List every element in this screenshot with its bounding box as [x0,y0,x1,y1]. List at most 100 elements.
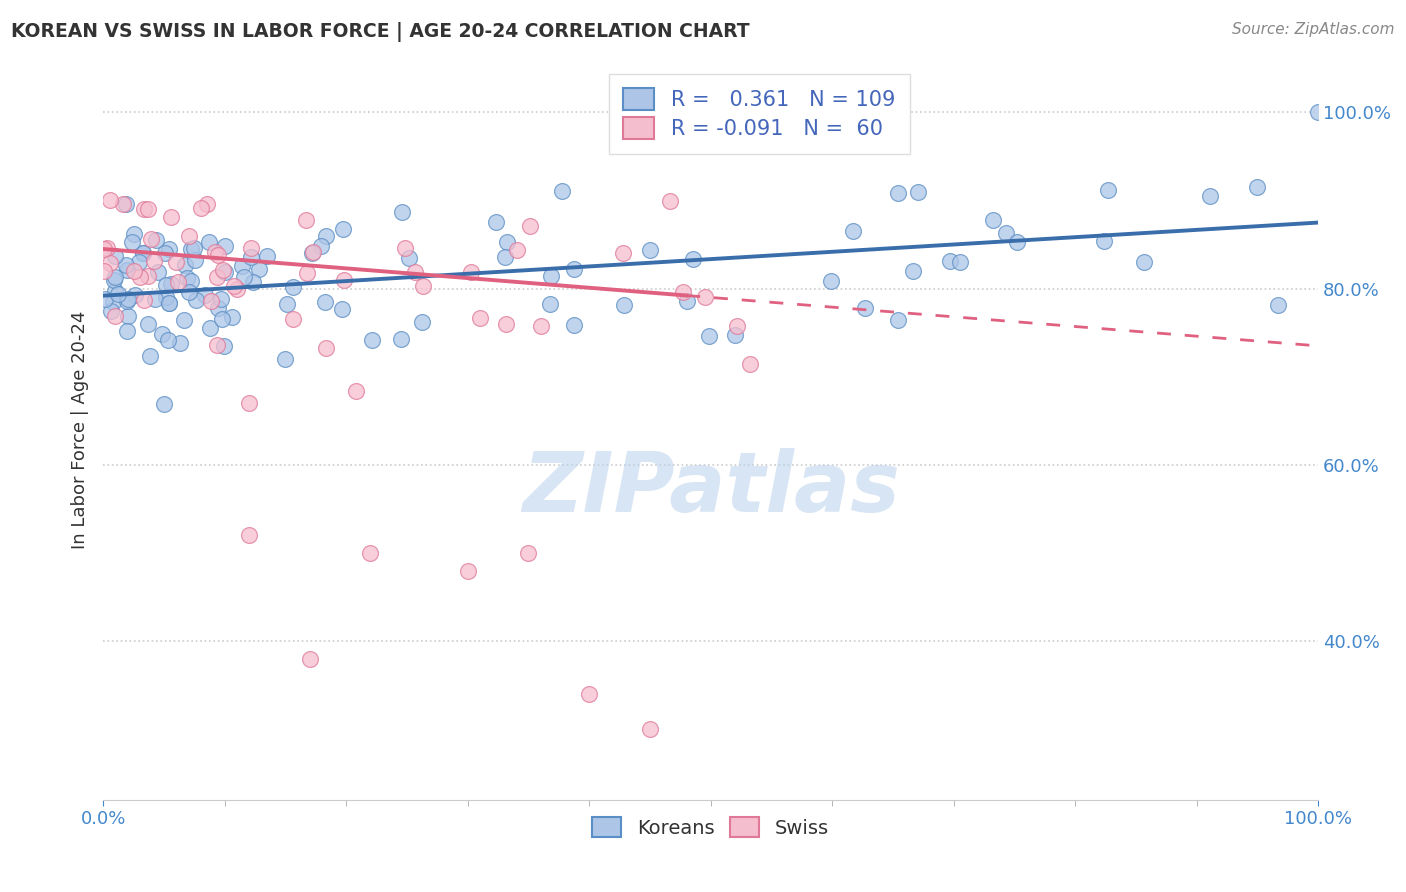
Point [128,255,150,269]
Point [274,351,297,366]
Point [394,241,416,255]
Point [495,317,517,331]
Point [150,327,173,342]
Point [901,264,924,278]
Point [738,357,761,371]
Point [184,293,207,307]
Y-axis label: In Labor Force | Age 20-24: In Labor Force | Age 20-24 [72,310,89,549]
Point [675,294,697,309]
Point [183,241,205,255]
Point [1308,105,1330,120]
Point [658,194,681,209]
Point [145,233,167,247]
Point [404,265,426,279]
Point [309,239,332,253]
Point [723,328,745,343]
Point [672,285,695,299]
Point [117,292,139,306]
Point [1094,235,1116,249]
Point [295,212,318,227]
Point [301,245,323,260]
Point [540,268,562,283]
Point [638,243,661,257]
Point [93,242,115,256]
Point [530,318,553,333]
Point [195,197,218,211]
Point [1007,235,1029,250]
Point [496,235,519,250]
Point [174,258,197,272]
Point [820,274,842,288]
Point [98,194,121,208]
Point [211,312,233,326]
Point [121,235,143,249]
Point [247,262,270,277]
Point [122,227,145,241]
Point [907,185,929,199]
Point [562,262,585,277]
Point [117,310,139,324]
Point [231,259,253,273]
Point [100,303,122,318]
Point [207,301,229,315]
Point [153,397,176,411]
Point [184,252,207,267]
Point [101,295,124,310]
Point [494,250,516,264]
Point [697,328,720,343]
Point [205,269,228,284]
Point [115,196,138,211]
Point [180,243,202,257]
Point [411,315,433,329]
Point [177,285,200,300]
Point [93,292,115,306]
Point [344,384,367,399]
Point [359,546,381,560]
Point [104,270,127,285]
Point [612,245,634,260]
Point [949,254,972,268]
Point [153,245,176,260]
Point [136,202,159,217]
Point [160,277,183,292]
Point [143,293,166,307]
Text: KOREAN VS SWISS IN LABOR FORCE | AGE 20-24 CORRELATION CHART: KOREAN VS SWISS IN LABOR FORCE | AGE 20-… [11,22,749,42]
Point [551,184,574,198]
Point [157,296,180,310]
Point [177,229,200,244]
Point [238,528,260,542]
Point [141,232,163,246]
Point [485,215,508,229]
Point [517,546,540,560]
Point [190,202,212,216]
Point [256,249,278,263]
Point [107,286,129,301]
Point [214,264,236,278]
Point [132,246,155,260]
Point [330,301,353,316]
Point [853,301,876,316]
Point [638,722,661,736]
Point [360,334,382,348]
Point [981,212,1004,227]
Point [98,255,121,269]
Point [198,321,221,335]
Point [412,278,434,293]
Point [457,564,479,578]
Point [695,290,717,304]
Point [128,269,150,284]
Point [173,313,195,327]
Point [212,262,235,277]
Point [138,269,160,284]
Point [155,277,177,292]
Point [156,334,179,348]
Point [194,288,217,302]
Point [204,245,226,260]
Point [157,296,180,310]
Point [200,293,222,308]
Text: Source: ZipAtlas.com: Source: ZipAtlas.com [1232,22,1395,37]
Point [155,290,177,304]
Point [468,311,491,326]
Point [96,241,118,255]
Point [117,324,139,338]
